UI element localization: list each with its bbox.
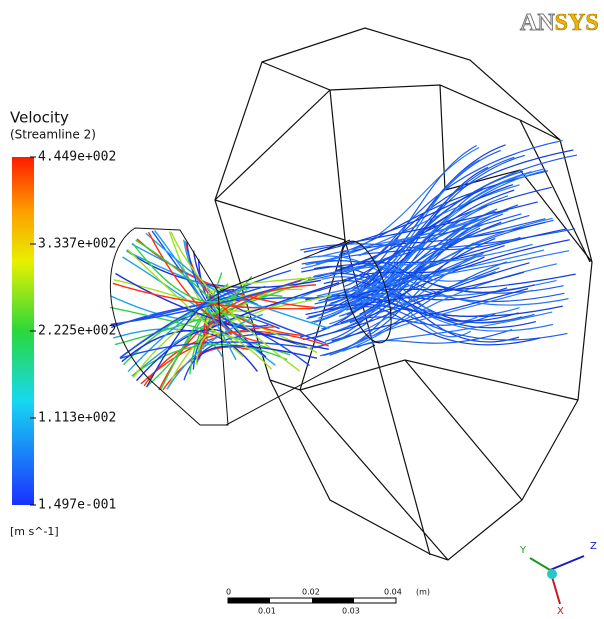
logo-part: AN	[520, 10, 555, 36]
scale-label: 0	[226, 588, 231, 597]
colorbar-label: 3.337e+002	[38, 237, 116, 252]
colorbar-labels: 4.449e+002 3.337e+002 2.225e+002 1.113e+002…	[30, 150, 116, 513]
logo: ANSYS	[520, 10, 599, 36]
viewport: ANSYS Velocity (Streamline 2) 4.449e+002…	[0, 0, 604, 619]
legend-subtitle: (Streamline 2)	[10, 128, 96, 142]
logo-part: SYS	[555, 10, 599, 36]
colorbar-label: 4.449e+002	[38, 150, 116, 165]
streamlines	[110, 141, 577, 390]
colorbar-label: 1.113e+002	[38, 411, 116, 426]
colorbar-label: 1.497e-001	[38, 498, 116, 513]
scale-label: 0.03	[342, 607, 360, 616]
streamline	[301, 147, 479, 268]
scale-bar: 0 0.02 0.04 (m) 0.01 0.03	[226, 588, 430, 616]
axis-triad: Y Z X	[519, 541, 597, 617]
scale-label: (m)	[416, 588, 430, 597]
scale-label: 0.04	[384, 588, 402, 597]
colorbar-label: 2.225e+002	[38, 324, 116, 339]
scale-label: 0.02	[302, 588, 320, 597]
axis-label: Z	[590, 541, 597, 552]
page: ANSYS Velocity (Streamline 2) 4.449e+002…	[0, 0, 604, 619]
scale-label: 0.01	[258, 607, 276, 616]
axis-label: X	[557, 606, 564, 617]
legend-title: Velocity	[10, 109, 69, 127]
legend-units: [m s^-1]	[10, 525, 59, 538]
axis-label: Y	[519, 545, 527, 556]
